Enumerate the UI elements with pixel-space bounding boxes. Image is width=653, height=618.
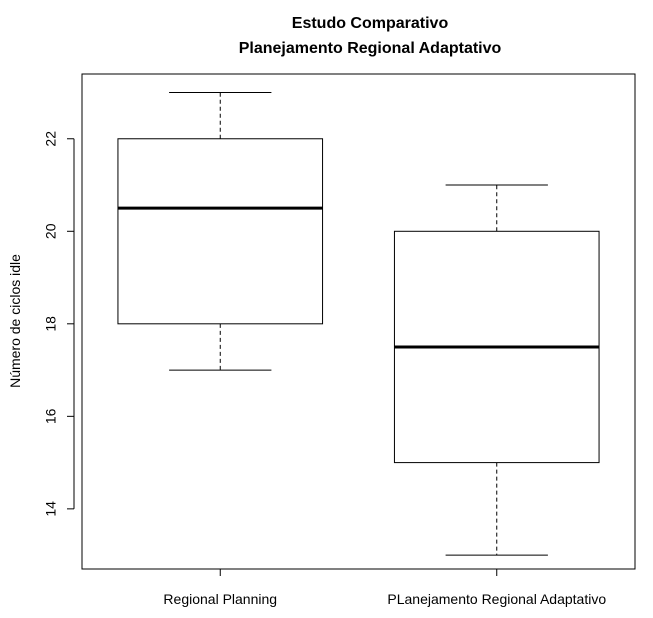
y-axis-label: Número de ciclos idle	[7, 254, 23, 388]
y-tick-label-4: 22	[43, 131, 59, 147]
y-tick-label-2: 18	[43, 316, 59, 332]
x-tick-label-0: Regional Planning	[163, 591, 277, 607]
y-tick-label-3: 20	[43, 223, 59, 239]
box-0-iqr	[117, 138, 324, 325]
y-tick-label-0: 14	[43, 501, 59, 517]
x-tick-label-1: PLanejamento Regional Adaptativo	[387, 591, 606, 607]
y-tick-label-1: 16	[43, 408, 59, 424]
chart-subtitle: Planejamento Regional Adaptativo	[239, 40, 502, 57]
chart-title: Estudo Comparativo	[292, 15, 449, 32]
